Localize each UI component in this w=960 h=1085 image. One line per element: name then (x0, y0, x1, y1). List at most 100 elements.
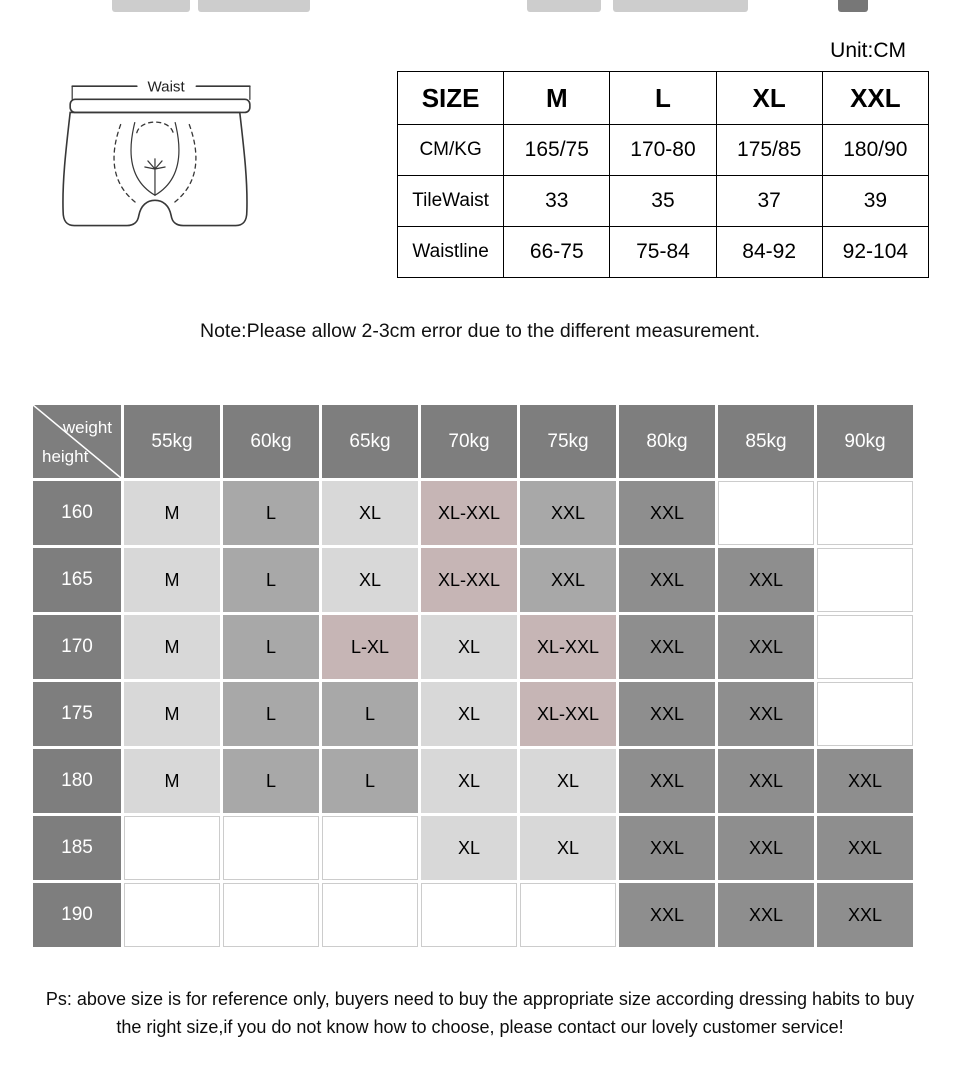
size-table-row-waistline: Waistline 66-75 75-84 84-92 92-104 (396, 226, 930, 278)
matrix-cell (817, 615, 913, 679)
matrix-cell: XL (322, 481, 418, 545)
matrix-cell: L (223, 615, 319, 679)
size-value: 180/90 (821, 124, 930, 176)
matrix-cell: XL (421, 749, 517, 813)
corner-weight-label: weight (62, 418, 112, 437)
matrix-corner-cell: weight height (33, 405, 121, 478)
matrix-cell: XXL (619, 615, 715, 679)
footer-note: Ps: above size is for reference only, bu… (0, 986, 960, 1042)
matrix-cell: M (124, 548, 220, 612)
size-value: 35 (609, 175, 717, 227)
height-label: 170 (33, 615, 121, 679)
cropped-watermark-fragment (198, 0, 310, 12)
height-label: 160 (33, 481, 121, 545)
seam-tick (154, 160, 163, 170)
matrix-cell (718, 481, 814, 545)
matrix-cell: M (124, 749, 220, 813)
size-value: 92-104 (821, 226, 930, 278)
size-value: 165/75 (503, 124, 611, 176)
size-table-row-cmkg: CM/KG 165/75 170-80 175/85 180/90 (396, 124, 930, 176)
matrix-cell: L (223, 749, 319, 813)
matrix-cell: XL-XXL (421, 548, 517, 612)
matrix-cell (817, 481, 913, 545)
matrix-cell (817, 548, 913, 612)
matrix-cell: L (223, 548, 319, 612)
matrix-cell: XXL (817, 883, 913, 947)
row-label: Waistline (396, 226, 505, 278)
waistband (69, 98, 251, 114)
matrix-cell (223, 816, 319, 880)
matrix-cell: XXL (718, 548, 814, 612)
measurement-note: Note:Please allow 2-3cm error due to the… (199, 320, 760, 342)
diagonal-line (33, 405, 121, 478)
weight-header: 60kg (223, 405, 319, 478)
trunk-outline (62, 111, 248, 227)
weight-header: 75kg (520, 405, 616, 478)
matrix-cell: XXL (619, 883, 715, 947)
size-table-header-m: M (503, 71, 611, 125)
matrix-cell: XXL (817, 816, 913, 880)
matrix-cell: L (322, 682, 418, 746)
cropped-watermark-fragment (112, 0, 190, 12)
waist-label: Waist (147, 78, 185, 95)
matrix-cell: L (322, 749, 418, 813)
cropped-watermark-fragment (613, 0, 748, 12)
matrix-cell: M (124, 682, 220, 746)
weight-header: 85kg (718, 405, 814, 478)
matrix-cell: XXL (619, 481, 715, 545)
underwear-diagram: Waist (52, 70, 264, 266)
underwear-drawing: Waist (62, 78, 251, 227)
footer-line-2: the right size,if you do not know how to… (116, 1016, 844, 1037)
size-value: 33 (503, 175, 611, 227)
size-value: 84-92 (715, 226, 823, 278)
seam-tick (154, 166, 166, 170)
size-table-header-row: SIZE M L XL XXL (396, 71, 930, 125)
size-table-header-l: L (609, 71, 717, 125)
matrix-cell: XXL (520, 548, 616, 612)
size-table-row-tilewaist: TileWaist 33 35 37 39 (396, 175, 930, 227)
matrix-cell (817, 682, 913, 746)
row-label: CM/KG (396, 124, 505, 176)
size-value: 39 (821, 175, 930, 227)
matrix-cell: L (223, 682, 319, 746)
matrix-cell: XXL (619, 816, 715, 880)
size-value: 37 (715, 175, 823, 227)
matrix-cell: XL (322, 548, 418, 612)
weight-header: 80kg (619, 405, 715, 478)
size-value: 66-75 (503, 226, 611, 278)
size-value: 170-80 (609, 124, 717, 176)
size-table-header-size: SIZE (396, 71, 505, 125)
matrix-cell (322, 816, 418, 880)
matrix-cell: L-XL (322, 615, 418, 679)
matrix-cell: XL (421, 682, 517, 746)
matrix-cell: XXL (619, 749, 715, 813)
matrix-cell: XXL (718, 816, 814, 880)
matrix-cell: XXL (718, 682, 814, 746)
matrix-cell: XL-XXL (421, 481, 517, 545)
matrix-cell: XXL (718, 883, 814, 947)
matrix-cell (421, 883, 517, 947)
matrix-cell: XL (421, 816, 517, 880)
matrix-cell: XXL (718, 749, 814, 813)
matrix-cell (124, 816, 220, 880)
matrix-cell: M (124, 615, 220, 679)
matrix-cell (124, 883, 220, 947)
matrix-cell: XL-XXL (520, 682, 616, 746)
weight-header: 65kg (322, 405, 418, 478)
height-label: 165 (33, 548, 121, 612)
pouch-stitch-left (113, 123, 138, 204)
matrix-cell: XXL (718, 615, 814, 679)
cropped-watermark-fragment (527, 0, 601, 12)
unit-label: Unit:CM (830, 39, 906, 62)
seam-tick (147, 160, 156, 170)
height-label: 185 (33, 816, 121, 880)
matrix-cell (520, 883, 616, 947)
cropped-watermark-fragment (838, 0, 868, 12)
matrix-cell: M (124, 481, 220, 545)
size-value: 175/85 (715, 124, 823, 176)
matrix-cell: XL (421, 615, 517, 679)
matrix-cell: L (223, 481, 319, 545)
weight-header: 70kg (421, 405, 517, 478)
size-table: SIZE M L XL XXL CM/KG 165/75 170-80 175/… (396, 71, 930, 278)
